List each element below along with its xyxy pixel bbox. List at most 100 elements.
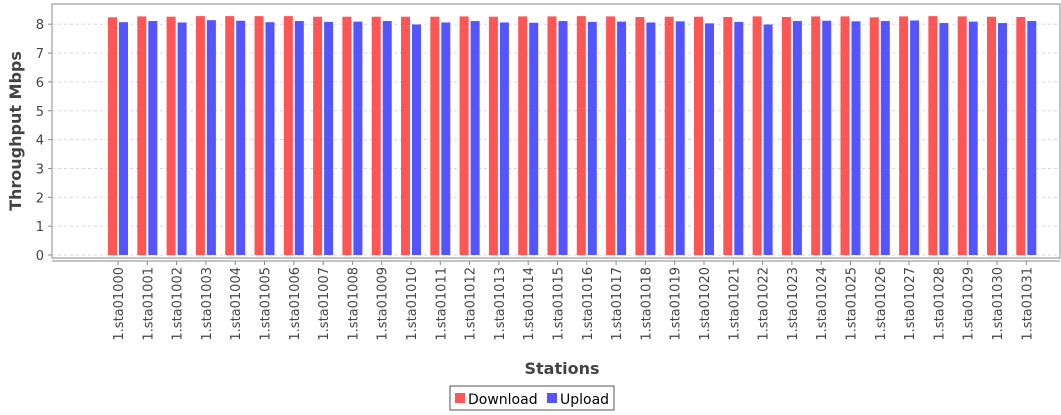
y-tick-label: 2	[36, 191, 44, 206]
bar-download-22	[752, 16, 762, 256]
bar-download-30	[987, 16, 996, 255]
bar-upload-26	[880, 21, 890, 255]
x-tick-label: 1.sta01026	[874, 267, 889, 341]
bar-download-21	[723, 16, 733, 255]
bar-upload-11	[441, 22, 451, 256]
x-axis-title: Stations	[524, 359, 599, 378]
y-tick-label: 3	[36, 162, 44, 177]
bar-upload-13	[499, 22, 509, 256]
legend-label-upload: Upload	[560, 392, 609, 408]
x-tick-label: 1.sta01004	[229, 267, 244, 341]
y-tick-label: 7	[36, 47, 44, 62]
bar-download-3	[195, 16, 205, 256]
bar-download-17	[606, 16, 616, 256]
bar-upload-12	[470, 21, 480, 255]
bar-upload-22	[763, 24, 773, 256]
bar-download-20	[694, 16, 703, 255]
bar-download-5	[254, 16, 264, 256]
x-tick-label: 1.sta01031	[1020, 267, 1035, 341]
legend-label-download: Download	[468, 392, 538, 408]
y-tick-label: 5	[36, 105, 44, 120]
bar-download-25	[840, 16, 850, 256]
bar-upload-10	[412, 24, 421, 256]
bar-download-26	[869, 17, 879, 255]
x-tick-label: 1.sta01020	[698, 267, 713, 341]
x-tick-label: 1.sta01008	[346, 267, 361, 341]
bar-upload-29	[968, 21, 978, 255]
bar-upload-15	[558, 21, 568, 255]
bar-download-27	[899, 16, 909, 256]
y-axis: 0 1 2 3 4 5 6 7 8	[36, 18, 52, 264]
bar-upload-5	[265, 22, 275, 256]
x-tick-label: 1.sta01027	[903, 267, 918, 341]
bar-download-4	[225, 16, 235, 256]
y-tick-label: 1	[36, 220, 44, 235]
bar-upload-7	[324, 21, 334, 256]
bar-upload-21	[734, 21, 744, 256]
bar-upload-14	[529, 22, 539, 255]
x-tick-label: 1.sta01015	[552, 267, 567, 341]
x-tick-label: 1.sta01000	[112, 267, 127, 341]
y-tick-label: 8	[36, 18, 44, 33]
bar-download-7	[313, 16, 323, 255]
x-tick-label: 1.sta01013	[493, 267, 508, 341]
bar-download-9	[371, 16, 381, 255]
x-tick-label: 1.sta01024	[815, 267, 830, 341]
bar-upload-20	[705, 23, 714, 255]
bar-upload-1	[148, 21, 158, 255]
bar-upload-24	[822, 20, 832, 255]
legend: Download Upload	[449, 385, 615, 411]
bar-download-31	[1016, 16, 1026, 255]
x-tick-label: 1.sta01010	[405, 267, 420, 341]
bar-download-16	[576, 16, 586, 256]
bar-download-1	[137, 16, 147, 256]
y-axis-title: Throughput Mbps	[6, 51, 25, 211]
bar-upload-19	[675, 21, 685, 255]
bar-upload-6	[294, 21, 304, 255]
bar-download-28	[928, 16, 938, 256]
bar-upload-3	[206, 20, 216, 256]
bar-upload-28	[939, 23, 949, 255]
x-tick-label: 1.sta01030	[991, 267, 1006, 341]
bar-upload-27	[910, 20, 920, 256]
x-tick-label: 1.sta01002	[171, 267, 186, 341]
bar-upload-4	[236, 20, 246, 255]
bar-download-6	[283, 16, 293, 256]
x-tick-label: 1.sta01005	[259, 267, 274, 341]
bar-upload-17	[617, 21, 627, 255]
bars	[108, 16, 1037, 256]
x-tick-label: 1.sta01021	[727, 267, 742, 341]
bar-upload-0	[119, 22, 128, 256]
x-tick-label: 1.sta01011	[434, 267, 449, 341]
bar-upload-8	[353, 21, 363, 255]
x-tick-label: 1.sta01017	[610, 267, 625, 341]
x-tick-label: 1.sta01016	[581, 267, 596, 341]
x-tick-label: 1.sta01018	[639, 267, 654, 341]
x-tick-label: 1.sta01007	[317, 267, 332, 341]
bar-download-2	[166, 16, 176, 255]
x-tick-label: 1.sta01014	[522, 267, 537, 341]
legend-swatch-upload	[547, 393, 557, 403]
bar-download-29	[957, 16, 967, 256]
bar-download-14	[518, 16, 528, 256]
x-tick-label: 1.sta01029	[962, 267, 977, 341]
bar-download-13	[488, 16, 498, 255]
bar-download-11	[430, 16, 440, 255]
bar-upload-16	[587, 21, 597, 256]
x-tick-label: 1.sta01006	[288, 267, 303, 341]
bar-download-24	[811, 16, 821, 256]
x-tick-label: 1.sta01001	[141, 267, 156, 341]
bar-upload-23	[792, 21, 802, 255]
y-tick-label: 6	[36, 76, 44, 91]
x-axis: 1.sta01000 1.sta01001 1.sta01002 1.sta01003…	[112, 261, 1035, 341]
x-tick-label: 1.sta01025	[845, 267, 860, 341]
bar-upload-31	[1027, 21, 1037, 255]
bar-download-10	[401, 16, 410, 255]
y-tick-label: 4	[36, 134, 44, 149]
x-tick-label: 1.sta01012	[464, 267, 479, 341]
x-tick-label: 1.sta01028	[932, 267, 947, 341]
bar-upload-9	[382, 21, 392, 255]
bar-download-8	[342, 16, 352, 255]
x-tick-label: 1.sta01003	[200, 267, 215, 341]
